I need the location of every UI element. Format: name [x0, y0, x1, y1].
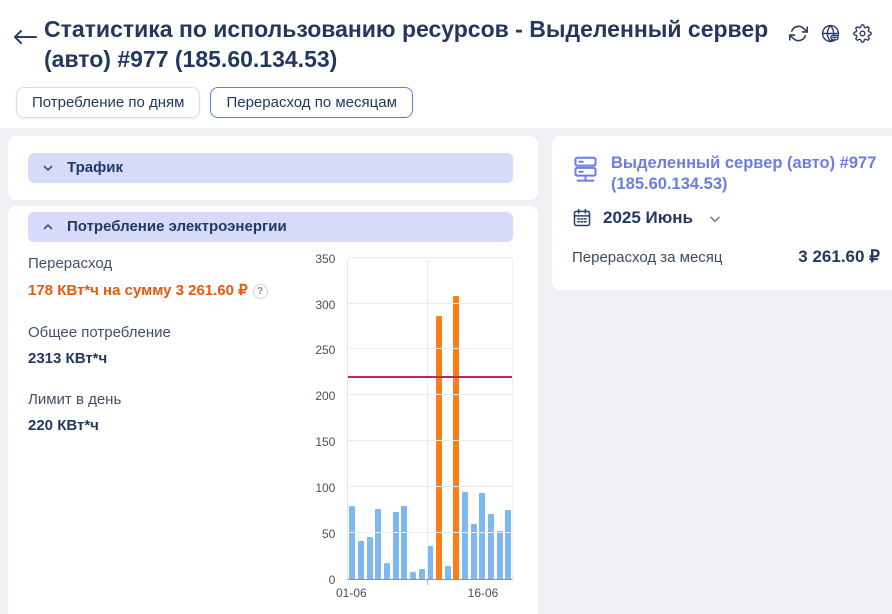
gridline [348, 348, 513, 350]
chevron-up-icon [42, 221, 54, 233]
month-overuse-value: 3 261.60 ₽ [798, 246, 880, 266]
bar-15-06[interactable] [470, 523, 477, 579]
y-tick-label: 350 [315, 251, 336, 266]
content-area: Трафик Потребление электроэнергии Перера… [0, 127, 892, 614]
bar-18-06[interactable] [496, 531, 503, 579]
y-tick-label: 250 [315, 343, 336, 358]
gridline [348, 440, 513, 442]
globe-link-icon[interactable] [821, 24, 840, 43]
calendar-icon [572, 208, 592, 228]
page-header: Статистика по использованию ресурсов - В… [0, 0, 892, 128]
help-icon[interactable]: ? [252, 283, 268, 299]
chart-bars [349, 259, 512, 579]
chevron-down-icon [42, 162, 54, 174]
gridline [348, 394, 513, 396]
bar-02-06[interactable] [358, 541, 365, 579]
chart-plot [347, 256, 514, 585]
bar-14-06[interactable] [461, 491, 468, 579]
gridline [348, 256, 513, 258]
axis-tick [426, 579, 428, 585]
bar-03-06[interactable] [366, 536, 373, 579]
power-section-title: Потребление электроэнергии [67, 218, 287, 236]
page-title: Статистика по использованию ресурсов - В… [44, 16, 769, 73]
gear-icon[interactable] [853, 24, 872, 43]
total-label: Общее потребление [28, 323, 171, 341]
overuse-label: Перерасход [28, 254, 113, 272]
gridline [348, 531, 513, 533]
bar-13-06[interactable] [453, 296, 460, 579]
bar-11-06[interactable] [435, 316, 442, 579]
bar-17-06[interactable] [487, 513, 494, 579]
bar-09-06[interactable] [418, 568, 425, 579]
server-info-card: Выделенный сервер (авто) #977 (185.60.13… [552, 135, 892, 290]
server-icon [572, 155, 599, 184]
x-tick-label: 01-06 [336, 585, 367, 600]
x-tick-label: 16-06 [467, 585, 499, 600]
month-overuse-row: Перерасход за месяц 3 261.60 ₽ [572, 247, 880, 267]
chart-x-axis: 01-06 16-06 [336, 585, 513, 604]
limit-label: Лимит в день [28, 390, 122, 408]
limit-line [348, 375, 513, 378]
limit-value: 220 КВт*ч [28, 416, 99, 434]
tab-consumption-by-days[interactable]: Потребление по дням [16, 86, 201, 118]
arrow-left-icon [12, 29, 38, 45]
y-tick-label: 300 [315, 297, 336, 312]
bar-12-06[interactable] [444, 565, 451, 579]
bar-01-06[interactable] [349, 506, 356, 579]
power-card: Потребление электроэнергии Перерасход 17… [8, 205, 538, 614]
power-section-header[interactable]: Потребление электроэнергии [28, 211, 513, 242]
period-selector[interactable]: 2025 Июнь [572, 208, 880, 228]
month-overuse-label: Перерасход за месяц [572, 248, 723, 266]
limit-stat: Лимит в день 220 КВт*ч [28, 391, 307, 434]
gridline [348, 486, 513, 488]
total-stat: Общее потребление 2313 КВт*ч [28, 324, 307, 367]
bar-10-06[interactable] [427, 545, 434, 579]
power-chart: 0 50 100 150 200 250 300 350 01-06 16-06 [307, 252, 514, 600]
chevron-down-icon [708, 212, 722, 226]
back-button[interactable] [8, 22, 42, 52]
overuse-stat: Перерасход 178 КВт*ч на сумму 3 261.60 ₽… [28, 255, 307, 300]
bar-04-06[interactable] [375, 509, 382, 579]
bar-16-06[interactable] [479, 493, 486, 579]
y-tick-label: 200 [315, 389, 336, 404]
gridline [348, 302, 513, 304]
period-label: 2025 Июнь [603, 207, 693, 227]
y-tick-label: 50 [322, 526, 336, 541]
traffic-section-header[interactable]: Трафик [28, 152, 513, 183]
bar-19-06[interactable] [505, 509, 512, 579]
bar-07-06[interactable] [401, 506, 408, 579]
view-tabs: Потребление по дням Перерасход по месяца… [16, 86, 878, 118]
overuse-value: 178 КВт*ч на сумму 3 261.60 ₽ [28, 281, 248, 299]
y-tick-label: 0 [328, 572, 336, 587]
y-tick-label: 100 [315, 481, 336, 496]
server-link[interactable]: Выделенный сервер (авто) #977 (185.60.13… [611, 153, 877, 193]
gridline [426, 258, 428, 579]
tab-overuse-by-months[interactable]: Перерасход по месяцам [210, 86, 413, 118]
y-tick-label: 150 [315, 435, 336, 450]
traffic-card: Трафик [8, 135, 538, 200]
chart-y-axis: 0 50 100 150 200 250 300 350 [307, 252, 343, 587]
traffic-section-title: Трафик [67, 159, 123, 177]
bar-06-06[interactable] [392, 511, 399, 579]
total-value: 2313 КВт*ч [28, 349, 108, 367]
bar-05-06[interactable] [383, 563, 390, 579]
bar-08-06[interactable] [409, 572, 416, 579]
refresh-icon[interactable] [789, 24, 808, 43]
